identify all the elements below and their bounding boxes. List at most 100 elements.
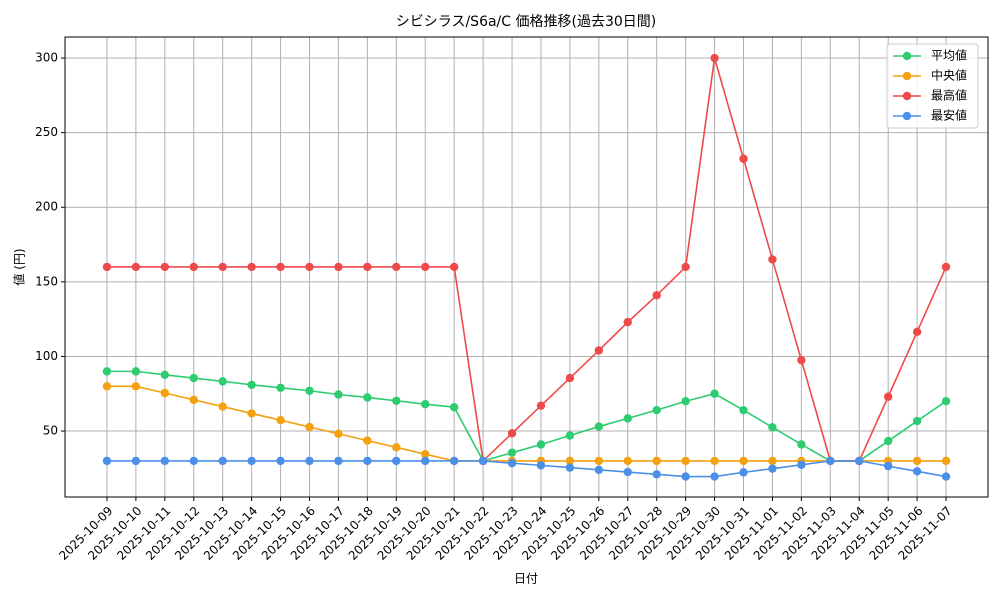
data-point [797,355,806,365]
data-point [536,401,546,410]
data-point [421,399,430,409]
data-point [449,262,459,272]
data-point [652,470,661,479]
data-point [507,458,517,468]
data-point [739,468,748,477]
data-point [623,414,632,423]
data-point [363,456,372,466]
data-point [710,456,719,466]
data-point [160,262,170,272]
data-point [218,377,227,386]
data-point [710,389,719,398]
data-point [941,456,951,466]
data-point [102,382,112,391]
data-point [218,262,227,272]
data-point [392,443,401,452]
data-point [565,456,575,466]
data-point [739,456,748,466]
data-point [276,456,285,466]
legend-box [886,43,979,129]
data-point [941,397,951,406]
data-point [941,472,951,481]
data-point [305,456,314,466]
data-point [363,393,372,402]
data-point [768,423,777,432]
data-point [941,262,951,272]
data-point [912,416,922,426]
data-point [247,409,256,418]
data-point [189,395,198,405]
legend-label: 最高値 [931,88,967,103]
data-point [478,456,488,466]
data-point [276,262,285,272]
data-point [160,370,170,380]
legend-marker [902,111,912,121]
data-point [912,456,922,466]
plot-frame [64,36,989,498]
data-point [797,440,806,449]
data-point [247,262,256,272]
y-tick-label: 100 [35,349,58,363]
y-tick-label: 150 [35,274,58,288]
x-axis-label: 日付 [514,572,538,586]
data-point [334,262,343,272]
data-point [392,456,401,466]
data-point [131,367,141,376]
data-point [594,456,604,466]
data-point [565,431,575,440]
data-point [131,262,141,272]
data-point [536,461,546,470]
data-point [276,383,285,392]
data-point [102,367,112,376]
data-point [507,448,517,457]
data-point [160,388,170,398]
data-point [363,436,372,445]
legend-marker [902,51,912,61]
data-point [334,456,343,466]
data-point [826,456,835,466]
data-point [102,456,112,466]
data-point [449,456,459,466]
data-point [912,467,922,476]
data-point [912,327,922,337]
data-point [392,396,401,405]
data-point [681,397,690,406]
data-point [594,422,604,431]
series-line [106,385,947,462]
series-line [106,57,947,463]
data-point [710,472,719,481]
data-point [334,429,343,438]
data-point [739,154,748,163]
y-tick-label: 50 [43,424,58,438]
data-point [449,402,459,412]
data-point [681,472,690,481]
data-point [421,262,430,272]
data-point [623,456,632,466]
data-point [276,415,285,425]
data-point [594,465,604,475]
data-point [594,346,604,355]
data-point [189,262,198,272]
data-point [652,405,661,415]
legend-marker [902,91,912,101]
series-line [106,460,947,478]
data-point [623,317,632,327]
data-point [565,373,575,383]
data-point [507,429,517,438]
data-point [131,456,141,466]
y-tick-label: 250 [35,125,58,139]
data-point [883,392,893,401]
data-point [710,53,719,63]
data-point [392,262,401,272]
data-point [768,456,777,466]
y-tick-label: 200 [35,200,58,214]
data-point [652,456,661,466]
chart-title: シビシラス/S6a/C 価格推移(過去30日間) [396,14,657,30]
data-point [536,440,546,449]
data-point [565,463,575,472]
data-point [739,405,748,415]
data-point [218,402,227,411]
